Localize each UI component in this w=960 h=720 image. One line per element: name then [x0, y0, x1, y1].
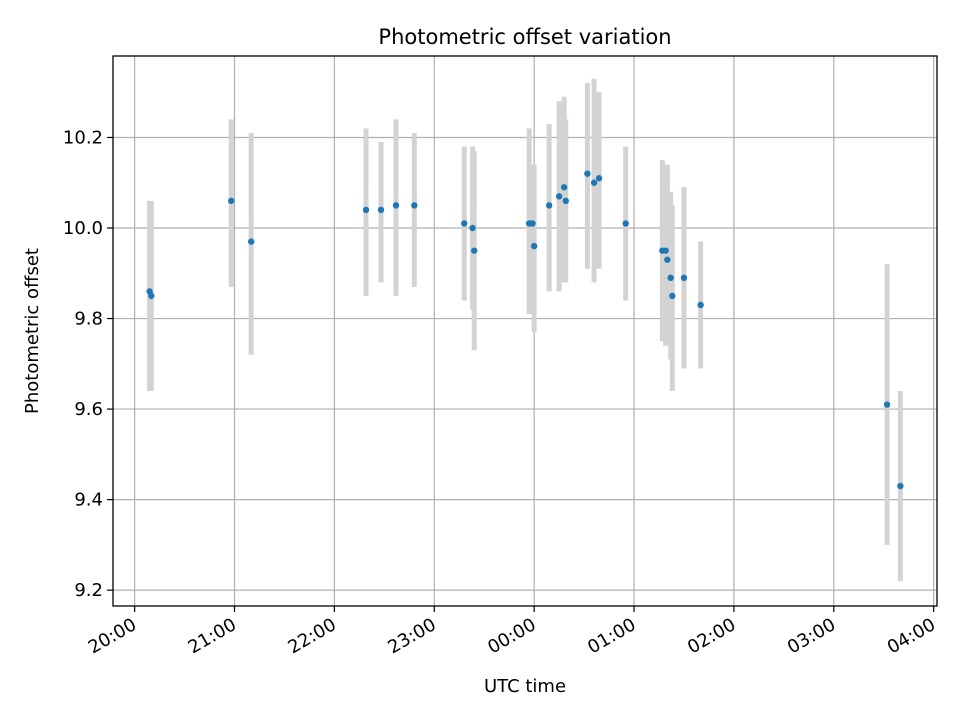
data-point: [461, 220, 468, 227]
data-point: [392, 202, 400, 209]
data-point: [669, 292, 676, 300]
data-point: [411, 202, 418, 209]
data-point: [697, 301, 704, 309]
data-point: [590, 179, 598, 186]
data-point: [545, 202, 553, 209]
y-tick-label: 10.2: [63, 127, 103, 148]
x-axis-label: UTC time: [484, 676, 566, 697]
data-point: [560, 184, 568, 191]
chart-title: Photometric offset variation: [378, 25, 671, 49]
data-point: [667, 274, 674, 282]
y-tick-label: 9.2: [74, 580, 103, 601]
plot-frame: [112, 55, 938, 607]
y-tick-label: 9.4: [74, 490, 103, 511]
y-axis-label: Photometric offset: [22, 248, 43, 414]
data-point: [662, 247, 669, 254]
data-point: [562, 197, 569, 205]
data-point: [897, 482, 904, 490]
data-point: [555, 193, 563, 200]
data-point: [469, 224, 476, 232]
data-point: [362, 206, 370, 214]
data-point: [148, 292, 155, 300]
data-point: [622, 220, 629, 227]
data-point: [584, 170, 591, 177]
y-tick-label: 10.0: [63, 218, 103, 239]
data-point: [530, 242, 538, 250]
data-point: [883, 401, 891, 408]
data-point: [595, 175, 603, 182]
data-point: [680, 274, 688, 282]
point-layer: [146, 170, 904, 490]
y-axis-ticks: 9.2 9.4 9.6 9.8 10.0 10.2: [63, 127, 113, 601]
data-point: [247, 238, 255, 245]
data-point: [471, 247, 478, 254]
data-point: [377, 206, 385, 214]
data-point: [227, 197, 235, 205]
data-point: [664, 256, 671, 263]
y-tick-label: 9.8: [74, 309, 103, 330]
data-point: [529, 220, 536, 227]
y-tick-label: 9.6: [74, 399, 103, 420]
